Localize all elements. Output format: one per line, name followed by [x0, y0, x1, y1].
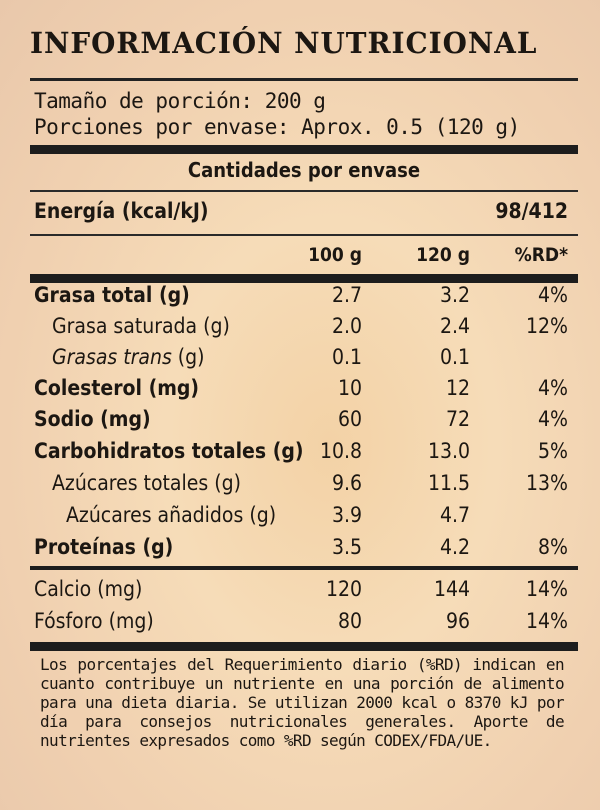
table-row: Colesterol (mg) 10 12 4% [30, 373, 578, 404]
value-rd: 8% [538, 535, 568, 559]
value-120g: 13.0 [427, 439, 470, 463]
table-row: Carbohidratos totales (g) 10.8 13.0 5% [30, 436, 578, 467]
value-rd: 12% [526, 314, 568, 338]
value-rd: 4% [538, 376, 568, 400]
energy-row: Energía (kcal/kJ) 98/412 [30, 196, 578, 227]
divider-2 [30, 190, 578, 192]
table-row: Proteínas (g) 3.5 4.2 8% [30, 532, 578, 563]
title-divider [30, 78, 578, 81]
table-row: Fósforo (mg) 80 96 14% [30, 606, 578, 637]
value-rd: 4% [538, 283, 568, 307]
value-100g: 120 [325, 577, 362, 601]
value-rd: 5% [538, 439, 568, 463]
thick-divider-3 [30, 642, 578, 651]
value-rd: 13% [526, 471, 568, 495]
value-100g: 2.0 [331, 314, 362, 338]
footnote: Los porcentajes del Requerimiento diario… [40, 655, 565, 750]
table-row: Grasas trans (g) 0.1 0.1 [30, 342, 578, 373]
table-row: Grasa saturada (g) 2.0 2.4 12% [30, 311, 578, 342]
value-100g: 10 [337, 376, 362, 400]
col-120g: 120 g [416, 244, 470, 266]
value-rd: 4% [538, 407, 568, 431]
energy-label: Energía (kcal/kJ) [34, 199, 209, 223]
column-header-row: 100 g 120 g %RD* [30, 240, 578, 271]
nutrient-label: Azúcares totales (g) [52, 471, 241, 495]
nutrient-label: Proteínas (g) [34, 535, 174, 559]
nutrient-label: Azúcares añadidos (g) [66, 503, 277, 527]
value-rd: 14% [526, 577, 568, 601]
servings-per-package: Porciones por envase: Aprox. 0.5 (120 g) [34, 115, 520, 139]
table-row: Grasa total (g) 2.7 3.2 4% [30, 280, 578, 311]
value-100g: 9.6 [331, 471, 362, 495]
nutrient-label: Colesterol (mg) [34, 376, 200, 400]
nutrient-label: Grasas trans (g) [52, 345, 205, 369]
value-120g: 4.7 [439, 503, 470, 527]
value-100g: 3.5 [331, 535, 362, 559]
value-100g: 0.1 [331, 345, 362, 369]
table-row: Azúcares totales (g) 9.6 11.5 13% [30, 468, 578, 499]
nutrient-label: Carbohidratos totales (g) [34, 439, 304, 463]
value-100g: 80 [337, 609, 362, 633]
value-120g: 4.2 [439, 535, 470, 559]
nutrient-label: Sodio (mg) [34, 407, 151, 431]
col-rd: %RD* [514, 244, 568, 266]
nutrient-label: Calcio (mg) [34, 577, 143, 601]
value-rd: 14% [526, 609, 568, 633]
nutrient-label: Fósforo (mg) [34, 609, 154, 633]
nutrient-label: Grasa saturada (g) [52, 314, 230, 338]
energy-value: 98/412 [495, 199, 568, 223]
value-120g: 72 [445, 407, 470, 431]
value-120g: 11.5 [427, 471, 470, 495]
value-100g: 60 [337, 407, 362, 431]
table-row: Calcio (mg) 120 144 14% [30, 574, 578, 605]
nutrition-facts-panel: INFORMACIÓN NUTRICIONAL Tamaño de porció… [30, 18, 578, 793]
nutrient-label: Grasa total (g) [34, 283, 190, 307]
divider-4 [30, 566, 578, 570]
value-120g: 96 [445, 609, 470, 633]
value-120g: 0.1 [439, 345, 470, 369]
value-100g: 10.8 [319, 439, 362, 463]
table-row: Azúcares añadidos (g) 3.9 4.7 [30, 500, 578, 531]
serving-info: Tamaño de porción: 200 g Porciones por e… [34, 88, 520, 140]
value-100g: 3.9 [331, 503, 362, 527]
table-row: Sodio (mg) 60 72 4% [30, 404, 578, 435]
section-header: Cantidades por envase [187, 158, 421, 182]
value-120g: 3.2 [439, 283, 470, 307]
serving-size: Tamaño de porción: 200 g [34, 89, 326, 113]
col-100g: 100 g [308, 244, 362, 266]
trans-fat-italic: Grasas trans [52, 345, 172, 369]
label-title: INFORMACIÓN NUTRICIONAL [30, 26, 538, 60]
value-120g: 12 [445, 376, 470, 400]
value-120g: 144 [433, 577, 470, 601]
value-100g: 2.7 [331, 283, 362, 307]
thick-divider-1 [30, 145, 578, 154]
divider-3 [30, 234, 578, 236]
value-120g: 2.4 [439, 314, 470, 338]
thick-divider-2 [30, 274, 578, 283]
